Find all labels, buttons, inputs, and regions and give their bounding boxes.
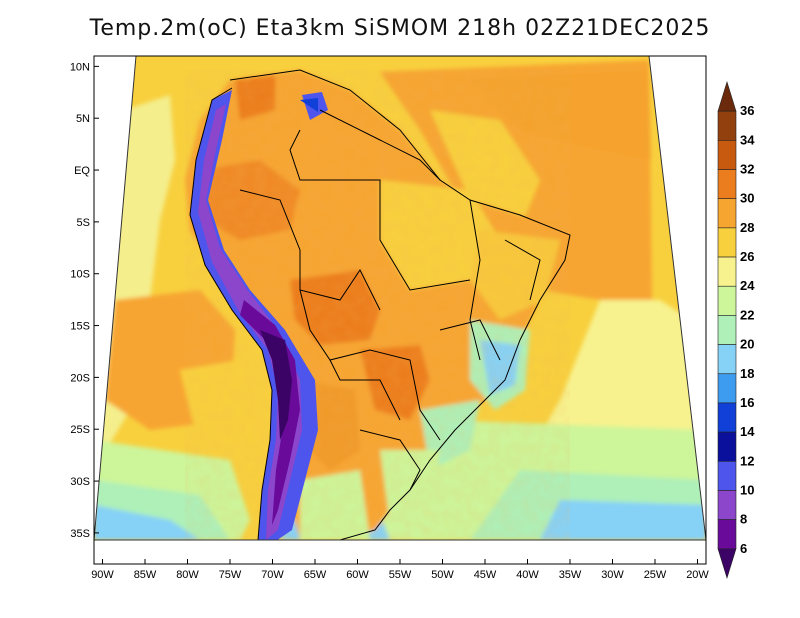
colorbar-label: 26 [740, 249, 754, 264]
lon-tick-label: 30W [601, 569, 624, 581]
colorbar-swatch [717, 431, 737, 462]
colorbar-label: 30 [740, 191, 754, 206]
map-title: Temp.2m(oC) Eta3km SiSMOM 218h 02Z21DEC2… [89, 16, 711, 41]
lon-tick-label: 55W [389, 569, 412, 581]
lon-tick-label: 75W [219, 569, 242, 581]
lon-tick-label: 85W [134, 569, 157, 581]
lon-tick-label: 65W [304, 569, 327, 581]
lat-tick-label: EQ [74, 165, 90, 177]
lon-tick-label: 90W [91, 569, 114, 581]
colorbar-swatch [717, 110, 737, 141]
lon-tick-label: 60W [346, 569, 369, 581]
lat-tick-label: 15S [70, 321, 90, 333]
lon-tick-label: 45W [474, 569, 497, 581]
colorbar-swatch [717, 402, 737, 433]
colorbar-label: 12 [740, 453, 754, 468]
colorbar: 36 34 32 30 28 26 24 22 20 18 16 14 12 10 8 6 [717, 80, 755, 580]
colorbar-swatch [717, 490, 737, 520]
colorbar-label: 22 [740, 307, 754, 322]
colorbar-swatch [717, 256, 737, 287]
lon-tick-label: 70W [261, 569, 284, 581]
lat-tick-label: 10N [70, 61, 90, 73]
lat-tick-label: 10S [70, 269, 90, 281]
andes-cold-band [190, 90, 328, 540]
colorbar-swatch [717, 227, 737, 258]
colorbar-label: 34 [740, 132, 755, 147]
lon-tick-label: 80W [176, 569, 199, 581]
colorbar-swatch [717, 198, 737, 229]
colorbar-swatch [717, 169, 737, 200]
longitude-axis: 90W 85W 80W 75W 70W 65W 60W 55W 50W 45W 40W 35W 30W 2… [91, 559, 709, 581]
lon-tick-label: 25W [644, 569, 667, 581]
country-borders [189, 69, 571, 540]
lon-tick-label: 40W [516, 569, 539, 581]
lat-tick-label: 5N [76, 113, 90, 125]
lon-tick-label: 35W [559, 569, 582, 581]
colorbar-label: 36 [740, 103, 754, 118]
colorbar-swatch [717, 460, 737, 491]
colorbar-label: 14 [740, 424, 755, 439]
colorbar-swatch [717, 344, 737, 375]
colorbar-label: 8 [740, 512, 747, 527]
colorbar-label: 24 [740, 278, 755, 293]
colorbar-label: 28 [740, 220, 754, 235]
colorbar-label: 32 [740, 162, 754, 177]
colorbar-swatch [717, 548, 737, 580]
colorbar-swatch [717, 285, 737, 316]
colorbar-swatch [717, 80, 737, 112]
colorbar-label: 10 [740, 482, 754, 497]
lat-tick-label: 30S [70, 476, 90, 488]
lon-tick-label: 20W [686, 569, 709, 581]
colorbar-label: 6 [740, 541, 747, 556]
colorbar-label: 18 [740, 366, 754, 381]
colorbar-swatch [717, 519, 737, 550]
lat-tick-label: 20S [70, 372, 90, 384]
lon-tick-label: 50W [431, 569, 454, 581]
lat-tick-label: 25S [70, 424, 90, 436]
lat-tick-label: 35S [70, 528, 90, 540]
latitude-axis: 10N 5N EQ 5S 10S 15S 20S 25S 30S 35S [70, 61, 99, 540]
colorbar-label: 20 [740, 337, 754, 352]
colorbar-label: 16 [740, 395, 754, 410]
colorbar-swatch [717, 315, 737, 345]
colorbar-swatch [717, 140, 737, 170]
lat-tick-label: 5S [77, 217, 90, 229]
colorbar-swatch [717, 373, 737, 404]
